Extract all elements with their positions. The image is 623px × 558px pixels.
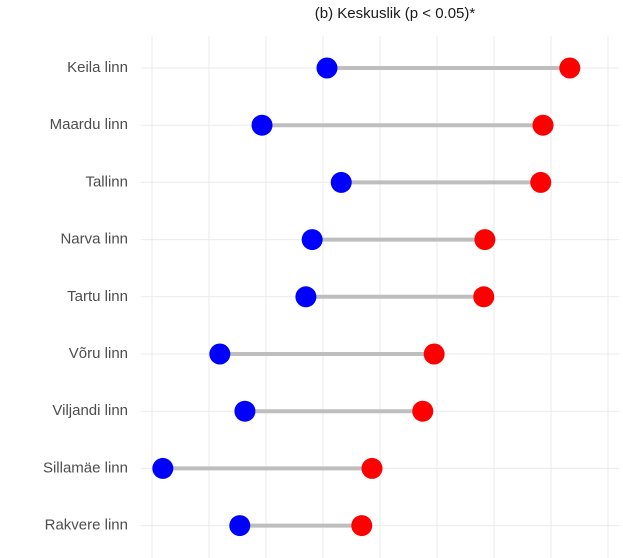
dot: [152, 457, 174, 479]
y-tick-label: Maardu linn: [50, 116, 128, 133]
dot: [316, 57, 338, 79]
y-tick-label: Keila linn: [67, 59, 128, 76]
dot: [301, 229, 323, 251]
y-tick-label: Rakvere linn: [45, 517, 128, 534]
y-tick-label: Sillamäe linn: [43, 459, 128, 476]
dot: [361, 457, 383, 479]
dot: [209, 343, 231, 365]
dot: [532, 114, 554, 136]
dot: [229, 515, 251, 537]
dot: [412, 400, 434, 422]
dot: [559, 57, 581, 79]
dot: [423, 343, 445, 365]
y-tick-label: Võru linn: [69, 345, 128, 362]
dot: [234, 400, 256, 422]
y-tick-label: Tallinn: [85, 173, 128, 190]
dot: [530, 171, 552, 193]
y-tick-label: Narva linn: [60, 231, 128, 248]
y-tick-label: Tartu linn: [67, 288, 128, 305]
dot: [474, 229, 496, 251]
y-tick-label: Viljandi linn: [52, 402, 128, 419]
dot: [295, 286, 317, 308]
chart-title: (b) Keskuslik (p < 0.05)*: [315, 5, 476, 22]
dot: [351, 515, 373, 537]
dot: [251, 114, 273, 136]
dot: [330, 171, 352, 193]
dot: [473, 286, 495, 308]
